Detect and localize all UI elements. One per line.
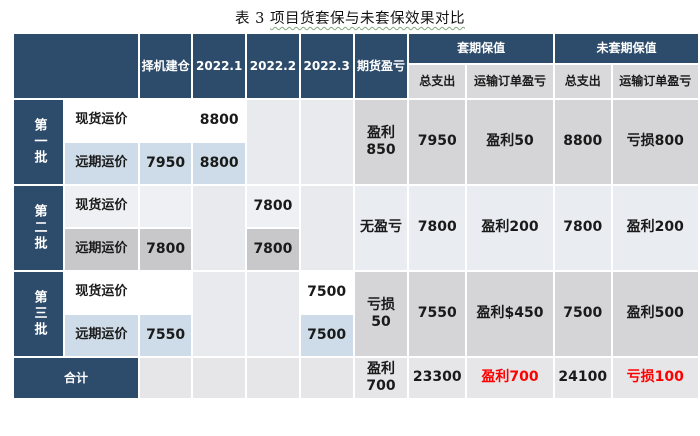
batch1-forward-machine: 7950 xyxy=(139,143,192,184)
batch2-hedged-order-pnl: 盈利200 xyxy=(467,186,553,270)
table-title: 表 3 项目货套保与未套保效果对比 xyxy=(0,7,700,28)
batch1-forward-row-label: 远期运价 xyxy=(64,143,138,184)
batch3-hedged-total: 7550 xyxy=(409,272,466,356)
total-hedged-total: 23300 xyxy=(409,358,466,398)
batch1-unhedged-order-pnl: 亏损800 xyxy=(612,100,698,184)
total-machine-empty xyxy=(139,358,192,398)
batch3-m1-empty xyxy=(193,272,246,356)
header-sub-unhedged-order-pnl: 运输订单盈亏 xyxy=(612,65,698,98)
batch2-forward-row-label: 远期运价 xyxy=(64,229,138,270)
batch3-hedged-order-pnl: 盈利$450 xyxy=(467,272,553,356)
batch3-forward-machine: 7550 xyxy=(139,315,192,356)
total-row-label: 合计 xyxy=(14,358,138,398)
header-col-2022-3: 2022.3 xyxy=(300,34,353,98)
batch1-spot-machine xyxy=(139,100,192,141)
batch1-forward-m1: 8800 xyxy=(193,143,246,184)
header-sub-hedged-order-pnl: 运输订单盈亏 xyxy=(467,65,553,98)
batch3-spot-row-label: 现货运价 xyxy=(64,272,138,313)
batch1-unhedged-total: 8800 xyxy=(554,100,611,184)
total-m2-empty xyxy=(247,358,299,398)
table-title-prefix: 表 3 xyxy=(235,11,270,27)
batch3-forward-m3: 7500 xyxy=(300,315,353,356)
batch2-hedged-total: 7800 xyxy=(409,186,466,270)
batch3-futures-pnl: 亏损 50 xyxy=(354,272,408,356)
batch2-unhedged-total: 7800 xyxy=(554,186,611,270)
total-unhedged-order-pnl: 亏损100 xyxy=(612,358,698,398)
header-col-2022-2: 2022.2 xyxy=(247,34,299,98)
total-m3-empty xyxy=(300,358,353,398)
batch2-m3-empty xyxy=(300,186,353,270)
batch3-spot-m3: 7500 xyxy=(300,272,353,313)
batch2-forward-m2: 7800 xyxy=(247,229,299,270)
batch3-unhedged-order-pnl: 盈利500 xyxy=(612,272,698,356)
batch2-spot-machine xyxy=(139,186,192,227)
batch1-label: 第一批 xyxy=(14,100,63,184)
header-corner-cell xyxy=(14,34,138,98)
batch2-spot-m2: 7800 xyxy=(247,186,299,227)
header-sub-unhedged-total: 总支出 xyxy=(554,65,611,98)
total-m1-empty xyxy=(193,358,246,398)
header-group-unhedged: 未套期保值 xyxy=(554,34,698,63)
table-title-underlined-1: 项目货套保与 xyxy=(269,11,360,27)
batch2-label-text: 第二批 xyxy=(31,204,47,252)
batch3-forward-row-label: 远期运价 xyxy=(64,315,138,356)
batch1-futures-pnl: 盈利 850 xyxy=(354,100,408,184)
batch1-m2-empty xyxy=(247,100,299,184)
batch3-spot-machine xyxy=(139,272,192,313)
total-futures-pnl: 盈利 700 xyxy=(354,358,408,398)
batch1-label-text: 第一批 xyxy=(31,118,47,166)
batch2-spot-row-label: 现货运价 xyxy=(64,186,138,227)
batch1-hedged-total: 7950 xyxy=(409,100,466,184)
batch1-hedged-order-pnl: 盈利50 xyxy=(467,100,553,184)
hedging-comparison-table: 择机建仓 2022.1 2022.2 2022.3 期货盈亏 套期保值 未套期保… xyxy=(12,32,700,400)
header-col-machine-entry: 择机建仓 xyxy=(139,34,192,98)
batch1-spot-m1: 8800 xyxy=(193,100,246,141)
batch2-futures-pnl: 无盈亏 xyxy=(354,186,408,270)
batch1-spot-row-label: 现货运价 xyxy=(64,100,138,141)
batch3-m2-empty xyxy=(247,272,299,356)
batch3-label: 第三批 xyxy=(14,272,63,356)
batch2-label: 第二批 xyxy=(14,186,63,270)
batch2-m1-empty xyxy=(193,186,246,270)
batch3-unhedged-total: 7500 xyxy=(554,272,611,356)
header-group-hedged: 套期保值 xyxy=(409,34,553,63)
table-title-underlined-2: 未套保效果对比 xyxy=(359,11,465,27)
batch2-forward-machine: 7800 xyxy=(139,229,192,270)
batch3-label-text: 第三批 xyxy=(31,290,47,338)
total-hedged-order-pnl: 盈利700 xyxy=(467,358,553,398)
header-col-futures-pnl: 期货盈亏 xyxy=(354,34,408,98)
header-sub-hedged-total: 总支出 xyxy=(409,65,466,98)
header-col-2022-1: 2022.1 xyxy=(193,34,246,98)
batch1-m3-empty xyxy=(300,100,353,184)
total-unhedged-total: 24100 xyxy=(554,358,611,398)
batch2-unhedged-order-pnl: 盈利200 xyxy=(612,186,698,270)
